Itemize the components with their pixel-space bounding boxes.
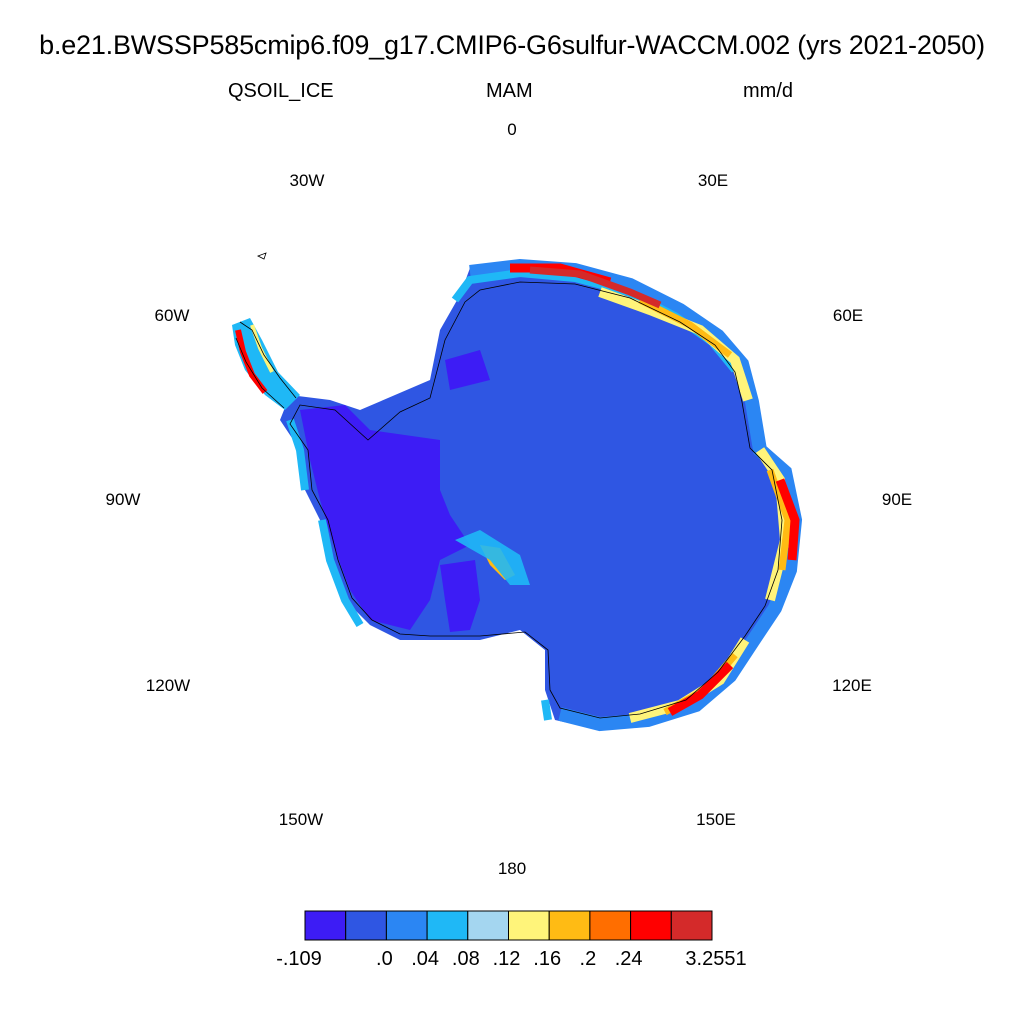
lon-label-0: 0 — [507, 120, 517, 139]
colorbar-tick-label: .0 — [376, 948, 393, 970]
lon-label-60w: 60W — [154, 306, 190, 325]
north-low-patch — [445, 350, 490, 390]
colorbar-box — [670, 910, 713, 941]
lon-label-180: 180 — [497, 859, 527, 878]
lon-label-30w: 30W — [289, 171, 325, 190]
lon-label-120e: 120E — [832, 676, 872, 695]
lon-label-150e: 150E — [696, 810, 736, 829]
lon-label-120w: 120W — [145, 676, 191, 695]
colorbar-box — [345, 910, 387, 941]
colorbar-tick-label: .04 — [411, 948, 439, 970]
colorbar-box — [426, 910, 469, 941]
coastal-band-light — [469, 258, 803, 732]
colorbar-box — [508, 910, 550, 941]
south-shetland-island — [257, 252, 267, 260]
colorbar-tick-label: .08 — [451, 948, 480, 970]
coastline — [289, 281, 783, 719]
lon-label-90e: 90E — [881, 490, 913, 509]
colorbar-box — [385, 910, 428, 941]
colorbar-box — [548, 910, 591, 941]
peninsula-coastline — [235, 321, 297, 409]
season-label: MAM — [486, 80, 533, 102]
colorbar-tick-label: -.109 — [276, 948, 322, 970]
variable-label: QSOIL_ICE — [228, 80, 334, 102]
units-label: mm/d — [743, 80, 793, 102]
colorbar-box — [304, 910, 347, 941]
lon-label-30e: 30E — [697, 171, 729, 190]
colorbar-box — [589, 910, 632, 941]
west-low-patch — [440, 560, 480, 632]
ross-cyan-patch — [455, 530, 530, 585]
west-low-region — [300, 405, 470, 630]
colorbar-tick-label: .16 — [533, 948, 562, 970]
coastal-band-darkred — [529, 266, 662, 309]
colorbar-tick-label: 3.2551 — [685, 948, 747, 970]
lon-label-90w: 90W — [105, 490, 141, 509]
plot-title: b.e21.BWSSP585cmip6.f09_g17.CMIP6-G6sulf… — [39, 30, 985, 60]
colorbar-box — [467, 910, 509, 941]
lon-label-150w: 150W — [278, 810, 324, 829]
colorbar-tick-label: .2 — [579, 948, 597, 970]
peninsula-warm — [235, 329, 268, 394]
peninsula-yellow — [250, 324, 274, 373]
lon-label-60e: 60E — [832, 306, 864, 325]
colorbar-box — [630, 910, 672, 941]
colorbar-tick-label: .24 — [614, 948, 643, 970]
colorbar-tick-label: .12 — [492, 948, 521, 970]
